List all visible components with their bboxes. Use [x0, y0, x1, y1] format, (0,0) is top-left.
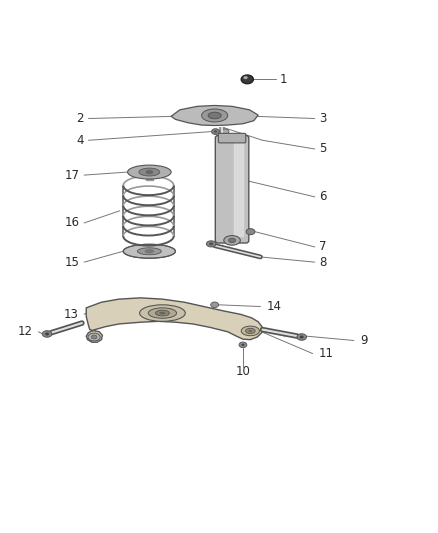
Ellipse shape	[138, 248, 161, 255]
Ellipse shape	[300, 335, 304, 338]
Ellipse shape	[201, 109, 228, 122]
Ellipse shape	[91, 335, 97, 339]
Ellipse shape	[206, 241, 216, 247]
Ellipse shape	[148, 308, 177, 318]
Ellipse shape	[239, 342, 247, 348]
Ellipse shape	[221, 129, 229, 134]
Ellipse shape	[297, 334, 307, 340]
Ellipse shape	[241, 344, 244, 346]
Ellipse shape	[224, 236, 240, 245]
Text: 7: 7	[319, 240, 327, 253]
Text: 8: 8	[319, 256, 326, 269]
Ellipse shape	[246, 229, 255, 235]
Polygon shape	[86, 298, 262, 342]
Text: 1: 1	[280, 73, 287, 86]
Text: 3: 3	[319, 112, 326, 125]
Polygon shape	[171, 106, 258, 125]
Text: 2: 2	[77, 112, 84, 125]
Text: 12: 12	[18, 325, 33, 338]
Text: 15: 15	[65, 256, 80, 269]
Ellipse shape	[45, 333, 49, 335]
Ellipse shape	[139, 168, 160, 176]
Ellipse shape	[123, 244, 176, 258]
FancyBboxPatch shape	[215, 135, 249, 243]
Text: 13: 13	[64, 308, 79, 321]
Text: 9: 9	[360, 334, 368, 347]
Text: 4: 4	[77, 134, 84, 147]
Ellipse shape	[127, 165, 171, 179]
Ellipse shape	[145, 249, 154, 254]
Text: 14: 14	[267, 300, 282, 313]
Ellipse shape	[241, 326, 259, 336]
Ellipse shape	[248, 330, 252, 332]
Ellipse shape	[241, 75, 253, 84]
Text: 5: 5	[319, 142, 326, 156]
Ellipse shape	[145, 170, 153, 174]
Ellipse shape	[209, 243, 213, 245]
Ellipse shape	[211, 302, 219, 308]
Ellipse shape	[159, 312, 166, 314]
Ellipse shape	[214, 130, 217, 133]
Ellipse shape	[42, 330, 52, 337]
Ellipse shape	[155, 310, 170, 316]
Text: 17: 17	[65, 168, 80, 182]
Text: 11: 11	[318, 347, 333, 360]
FancyBboxPatch shape	[219, 133, 246, 143]
Ellipse shape	[88, 333, 100, 341]
Ellipse shape	[212, 129, 219, 134]
Ellipse shape	[229, 238, 236, 243]
Text: 6: 6	[319, 190, 327, 204]
Ellipse shape	[244, 76, 248, 79]
Ellipse shape	[208, 112, 221, 119]
Ellipse shape	[140, 305, 185, 321]
Text: 16: 16	[65, 216, 80, 230]
Text: 10: 10	[236, 365, 251, 378]
Ellipse shape	[246, 328, 255, 334]
